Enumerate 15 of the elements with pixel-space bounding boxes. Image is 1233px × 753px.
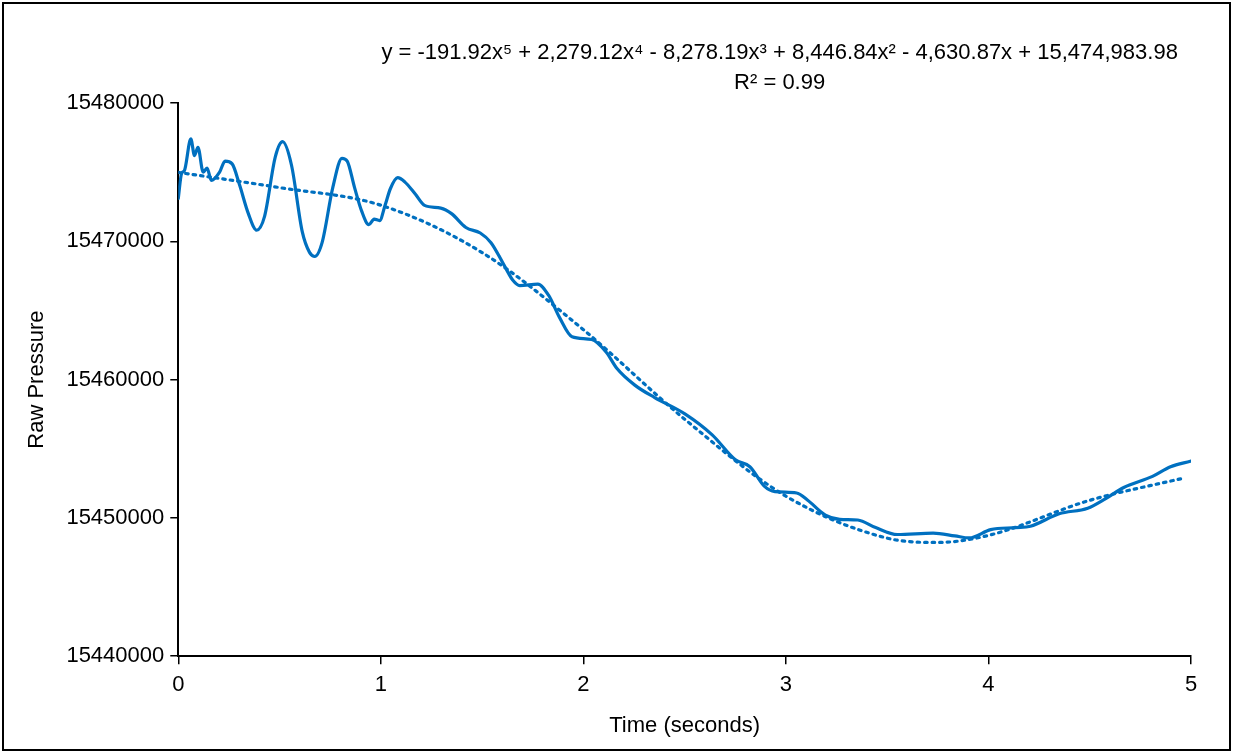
y-tick-label: 15460000 (66, 365, 165, 391)
y-tick-label: 15480000 (66, 89, 165, 115)
y-tick-label: 15450000 (66, 503, 165, 529)
x-tick-label: 3 (779, 671, 793, 697)
x-tick-label: 0 (172, 671, 185, 697)
x-axis-title: Time (seconds) (609, 711, 761, 737)
text: y = -191.92x⁵ + 2,279.12x⁴ - 8,278.19x³ + 8,446.84x² - 4,630.87x + 15,474,983.98 (381, 39, 1178, 65)
y-tick-label: 15470000 (66, 227, 165, 253)
x-tick-label: 2 (577, 671, 590, 697)
x-tick-label: 1 (374, 671, 387, 697)
x-tick-label: 4 (982, 671, 995, 697)
text: R² = 0.99 (734, 69, 826, 95)
y-axis-title: Raw Pressure (23, 310, 49, 449)
y-tick-label: 15440000 (66, 642, 165, 668)
x-tick-label: 5 (1184, 671, 1198, 697)
